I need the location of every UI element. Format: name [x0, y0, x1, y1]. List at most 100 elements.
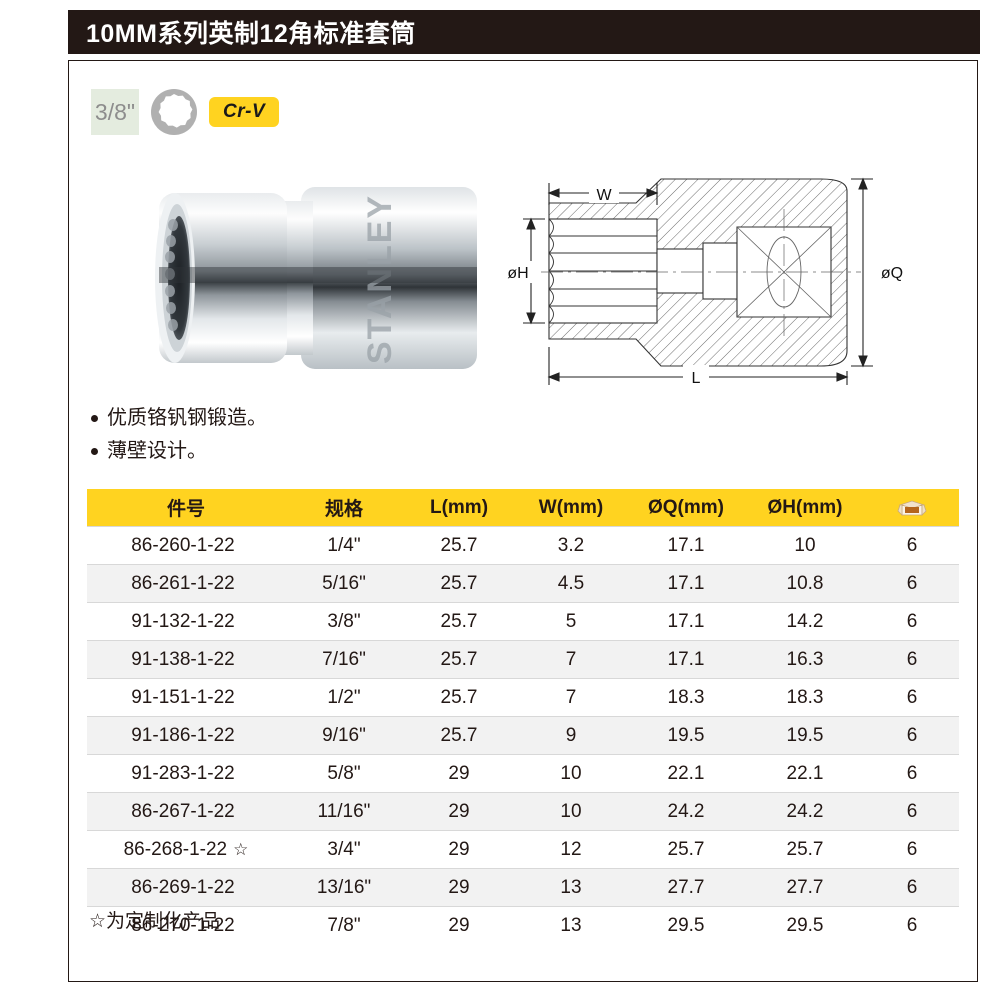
cell-part-number: 86-260-1-22 — [87, 527, 285, 564]
part-number-text: 91-151-1-22 — [131, 686, 235, 708]
dimension-label-oh: øH — [507, 265, 528, 282]
cell-part-number: 91-138-1-22 — [87, 641, 285, 678]
cell-oq: 17.1 — [667, 610, 705, 632]
cell-part-number: 91-151-1-22 — [87, 679, 285, 716]
column-header-part-number: 件号 — [166, 499, 205, 520]
cell-package: 6 — [906, 648, 918, 670]
cell-length: 29 — [448, 762, 470, 784]
table-row[interactable]: 86-267-1-22 11/16" 29 10 24.2 24.2 6 — [87, 792, 959, 830]
cell-oh: 14.2 — [786, 610, 824, 632]
bullet-icon — [91, 415, 98, 422]
cell-oq: 24.2 — [667, 800, 705, 822]
cell-oh: 10.8 — [786, 572, 824, 594]
feature-text: 优质铬钒钢锻造。 — [107, 407, 267, 429]
part-number-text: 91-138-1-22 — [131, 648, 235, 670]
custom-star-icon: ☆ — [233, 839, 249, 859]
cell-package: 6 — [906, 876, 918, 898]
cell-part-number: 86-269-1-22 — [87, 869, 285, 906]
cell-width: 10 — [560, 762, 582, 784]
cell-oq: 17.1 — [667, 572, 705, 594]
table-row[interactable]: 86-261-1-22 5/16" 25.7 4.5 17.1 10.8 6 — [87, 564, 959, 602]
table-row[interactable]: 86-269-1-22 13/16" 29 13 27.7 27.7 6 — [87, 868, 959, 906]
table-header-row: 件号 规格 L(mm) W(mm) ØQ(mm) ØH(mm) — [87, 489, 959, 526]
product-photo: STANLEY — [151, 179, 491, 377]
cell-width: 7 — [565, 686, 577, 708]
cell-part-number: 86-261-1-22 — [87, 565, 285, 602]
cell-width: 9 — [565, 724, 577, 746]
technical-drawing: W øH — [501, 161, 931, 401]
cell-width: 13 — [560, 876, 582, 898]
cell-package: 6 — [906, 724, 918, 746]
table-row[interactable]: 86-270-1-22 7/8" 29 13 29.5 29.5 6 — [87, 906, 959, 944]
open-box-icon — [897, 496, 927, 520]
specification-table: 件号 规格 L(mm) W(mm) ØQ(mm) ØH(mm) — [87, 489, 959, 944]
feature-text: 薄壁设计。 — [107, 440, 207, 462]
cell-width: 5 — [565, 610, 577, 632]
cell-oq: 19.5 — [667, 724, 705, 746]
bullet-icon — [91, 448, 98, 455]
table-row[interactable]: 91-186-1-22 9/16" 25.7 9 19.5 19.5 6 — [87, 716, 959, 754]
part-number-text: 91-132-1-22 — [131, 610, 235, 632]
cell-part-number: 86-268-1-22 ☆ — [87, 831, 285, 868]
table-row[interactable]: 91-283-1-22 5/8" 29 10 22.1 22.1 6 — [87, 754, 959, 792]
cell-oh: 25.7 — [786, 838, 824, 860]
part-number-text: 86-261-1-22 — [131, 572, 235, 594]
cell-width: 10 — [560, 800, 582, 822]
cell-oq: 27.7 — [667, 876, 705, 898]
dimension-label-oq: øQ — [881, 265, 903, 282]
content-frame: 3/8" Cr-V — [68, 60, 978, 982]
title-banner: 10MM系列英制12角标准套筒 — [68, 10, 980, 54]
cell-package: 6 — [906, 572, 918, 594]
cell-oh: 16.3 — [786, 648, 824, 670]
cell-length: 25.7 — [440, 686, 478, 708]
cell-oh: 22.1 — [786, 762, 824, 784]
cell-length: 29 — [448, 914, 470, 936]
cell-spec: 1/2" — [327, 686, 361, 708]
badge-row: 3/8" Cr-V — [91, 87, 280, 137]
cell-package: 6 — [906, 914, 918, 936]
table-row[interactable]: 91-138-1-22 7/16" 25.7 7 17.1 16.3 6 — [87, 640, 959, 678]
column-header-spec: 规格 — [324, 499, 363, 520]
feature-item: 优质铬钒钢锻造。 — [91, 406, 551, 431]
cell-spec: 9/16" — [322, 724, 366, 746]
table-row[interactable]: 86-268-1-22 ☆ 3/4" 29 12 25.7 25.7 6 — [87, 830, 959, 868]
cell-oh: 18.3 — [786, 686, 824, 708]
page-title: 10MM系列英制12角标准套筒 — [86, 20, 416, 48]
twelve-point-socket-ring-icon — [149, 87, 199, 137]
table-body: 86-260-1-22 1/4" 25.7 3.2 17.1 10 6 86-2… — [87, 526, 959, 944]
cell-spec: 3/4" — [327, 838, 361, 860]
cell-oh: 27.7 — [786, 876, 824, 898]
cell-oq: 29.5 — [667, 914, 705, 936]
cell-part-number: 91-186-1-22 — [87, 717, 285, 754]
cell-part-number: 86-270-1-22 — [87, 907, 285, 944]
cell-oh: 10 — [794, 534, 816, 556]
column-header-package — [865, 489, 959, 526]
feature-list: 优质铬钒钢锻造。 薄壁设计。 — [91, 406, 551, 472]
part-number-text: 91-186-1-22 — [131, 724, 235, 746]
cell-spec: 3/8" — [327, 610, 361, 632]
drive-size-badge: 3/8" — [91, 89, 139, 135]
column-header-length: L(mm) — [429, 496, 489, 518]
part-number-text: 86-267-1-22 — [131, 800, 235, 822]
column-header-width: W(mm) — [538, 496, 604, 518]
table-row[interactable]: 91-151-1-22 1/2" 25.7 7 18.3 18.3 6 — [87, 678, 959, 716]
cell-part-number: 91-132-1-22 — [87, 603, 285, 640]
table-row[interactable]: 91-132-1-22 3/8" 25.7 5 17.1 14.2 6 — [87, 602, 959, 640]
table-row[interactable]: 86-260-1-22 1/4" 25.7 3.2 17.1 10 6 — [87, 526, 959, 564]
cell-oq: 25.7 — [667, 838, 705, 860]
material-badge: Cr-V — [209, 97, 280, 127]
cell-package: 6 — [906, 838, 918, 860]
cell-oq: 17.1 — [667, 648, 705, 670]
cell-package: 6 — [906, 686, 918, 708]
cell-length: 25.7 — [440, 610, 478, 632]
cell-oq: 22.1 — [667, 762, 705, 784]
cell-width: 7 — [565, 648, 577, 670]
cell-width: 12 — [560, 838, 582, 860]
cell-length: 29 — [448, 800, 470, 822]
cell-part-number: 91-283-1-22 — [87, 755, 285, 792]
cell-spec: 1/4" — [327, 534, 361, 556]
cell-spec: 13/16" — [316, 876, 372, 898]
brand-engraving: STANLEY — [361, 194, 399, 364]
column-header-oq: ØQ(mm) — [648, 496, 724, 518]
part-number-text: 86-269-1-22 — [131, 876, 235, 898]
